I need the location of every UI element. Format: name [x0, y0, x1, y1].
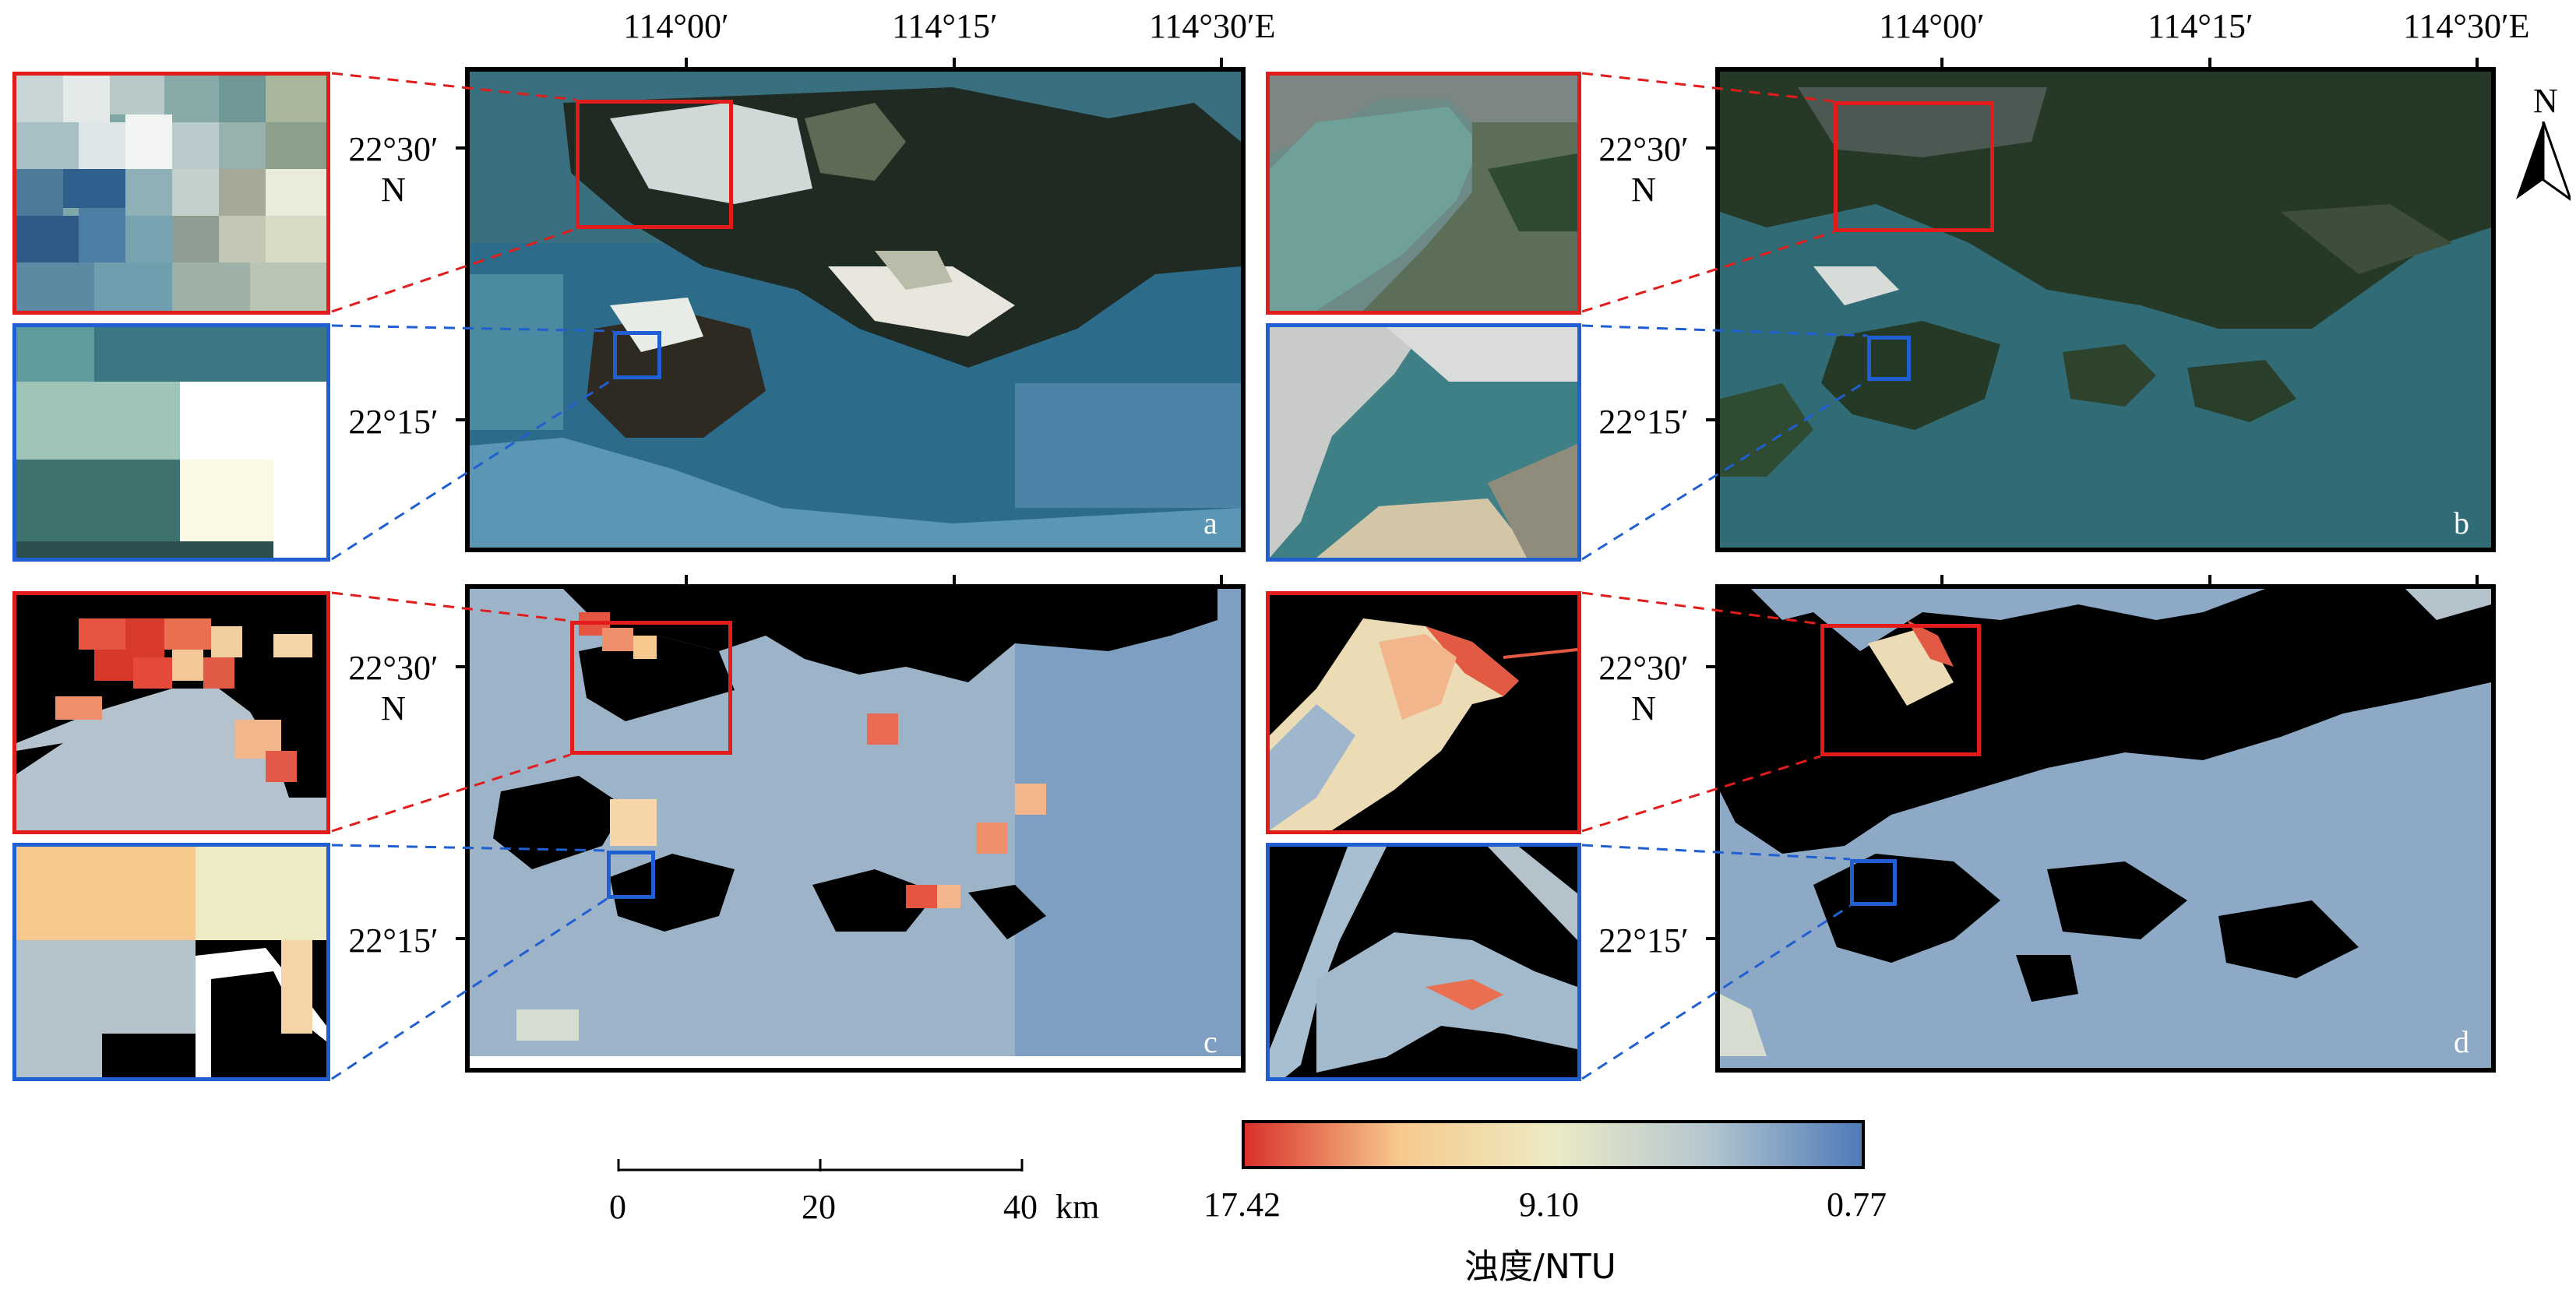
- inset-d-blue-image: [1270, 847, 1577, 1077]
- lat-tick-d-south: 22°15′: [1585, 921, 1702, 961]
- panel-b-blue-box: [1867, 336, 1911, 381]
- panel-b-red-box: [1834, 101, 1994, 232]
- lat-hemisphere: N: [1631, 170, 1656, 209]
- lon-tick-a-1: 114°00′: [623, 7, 729, 45]
- lat-hemisphere: N: [381, 689, 406, 728]
- inset-c-blue-image: [16, 847, 326, 1077]
- lat-tick-d-north: 22°30′ N: [1585, 648, 1702, 729]
- scale-unit: km: [1055, 1188, 1100, 1226]
- panel-d-blue-box: [1850, 859, 1897, 906]
- colorbar-title: 浊度/NTU: [1464, 1247, 1616, 1287]
- lon-tick-b-1: 114°00′: [1879, 7, 1985, 45]
- lat-tick-b-north: 22°30′ N: [1585, 129, 1702, 210]
- lat-value: 22°15′: [1598, 921, 1689, 960]
- colorbar: [1242, 1120, 1865, 1169]
- north-arrow: N: [2516, 84, 2571, 209]
- inset-a-red: [12, 72, 330, 315]
- inset-d-blue: [1266, 843, 1581, 1081]
- inset-a-blue: [12, 323, 330, 562]
- inset-a-red-image: [16, 76, 326, 311]
- lat-value: 22°30′: [1598, 649, 1689, 687]
- panel-c-letter: c: [1203, 1024, 1218, 1059]
- panel-c-red-box: [570, 621, 732, 755]
- inset-c-red: [12, 591, 330, 834]
- colorbar-left-value: 17.42: [1203, 1186, 1281, 1224]
- scale-bar: 0 20 40 km: [608, 1153, 1122, 1238]
- inset-b-blue-image: [1270, 327, 1577, 558]
- lat-value: 22°15′: [1598, 403, 1689, 441]
- lon-tick-a-3: 114°30′E: [1149, 7, 1276, 45]
- panel-a-letter: a: [1203, 506, 1218, 541]
- scale-tick-20: 20: [802, 1188, 836, 1226]
- inset-d-red: [1266, 591, 1581, 834]
- lat-value: 22°15′: [348, 921, 439, 960]
- inset-c-red-image: [16, 595, 326, 830]
- north-arrow-label: N: [2533, 82, 2558, 120]
- panel-b-map: [1715, 67, 2496, 552]
- lat-tick-a-south: 22°15′: [335, 402, 452, 442]
- panel-d-letter: d: [2454, 1024, 2469, 1059]
- lon-tick-a-2: 114°15′: [892, 7, 998, 45]
- colorbar-gradient: [1245, 1123, 1862, 1166]
- lat-value: 22°15′: [348, 403, 439, 441]
- scale-bar-line: [617, 1159, 1024, 1171]
- lat-tick-c-north: 22°30′ N: [335, 648, 452, 729]
- inset-b-blue: [1266, 323, 1581, 562]
- lon-tick-b-3: 114°30′E: [2403, 7, 2530, 45]
- panel-c-blue-box: [607, 851, 655, 899]
- colorbar-mid-value: 9.10: [1519, 1186, 1579, 1224]
- inset-a-blue-image: [16, 327, 326, 558]
- inset-b-red: [1266, 72, 1581, 315]
- panel-d-red-box: [1820, 624, 1981, 756]
- lon-tick-b-2: 114°15′: [2148, 7, 2254, 45]
- lat-value: 22°30′: [348, 649, 439, 687]
- lat-tick-b-south: 22°15′: [1585, 402, 1702, 442]
- colorbar-right-value: 0.77: [1827, 1186, 1887, 1224]
- lat-value: 22°30′: [348, 130, 439, 168]
- north-arrow-icon: [2516, 122, 2571, 201]
- lat-hemisphere: N: [1631, 689, 1656, 728]
- lat-value: 22°30′: [1598, 130, 1689, 168]
- panel-a-blue-box: [613, 331, 661, 379]
- scale-tick-0: 0: [609, 1188, 626, 1226]
- scale-tick-40: 40: [1003, 1188, 1038, 1226]
- panel-a-red-box: [576, 100, 733, 229]
- inset-d-red-image: [1270, 595, 1577, 830]
- inset-b-red-image: [1270, 76, 1577, 311]
- inset-c-blue: [12, 843, 330, 1081]
- lat-hemisphere: N: [381, 170, 406, 209]
- lat-tick-a-north: 22°30′ N: [335, 129, 452, 210]
- panel-b-letter: b: [2454, 506, 2469, 541]
- lat-tick-c-south: 22°15′: [335, 921, 452, 961]
